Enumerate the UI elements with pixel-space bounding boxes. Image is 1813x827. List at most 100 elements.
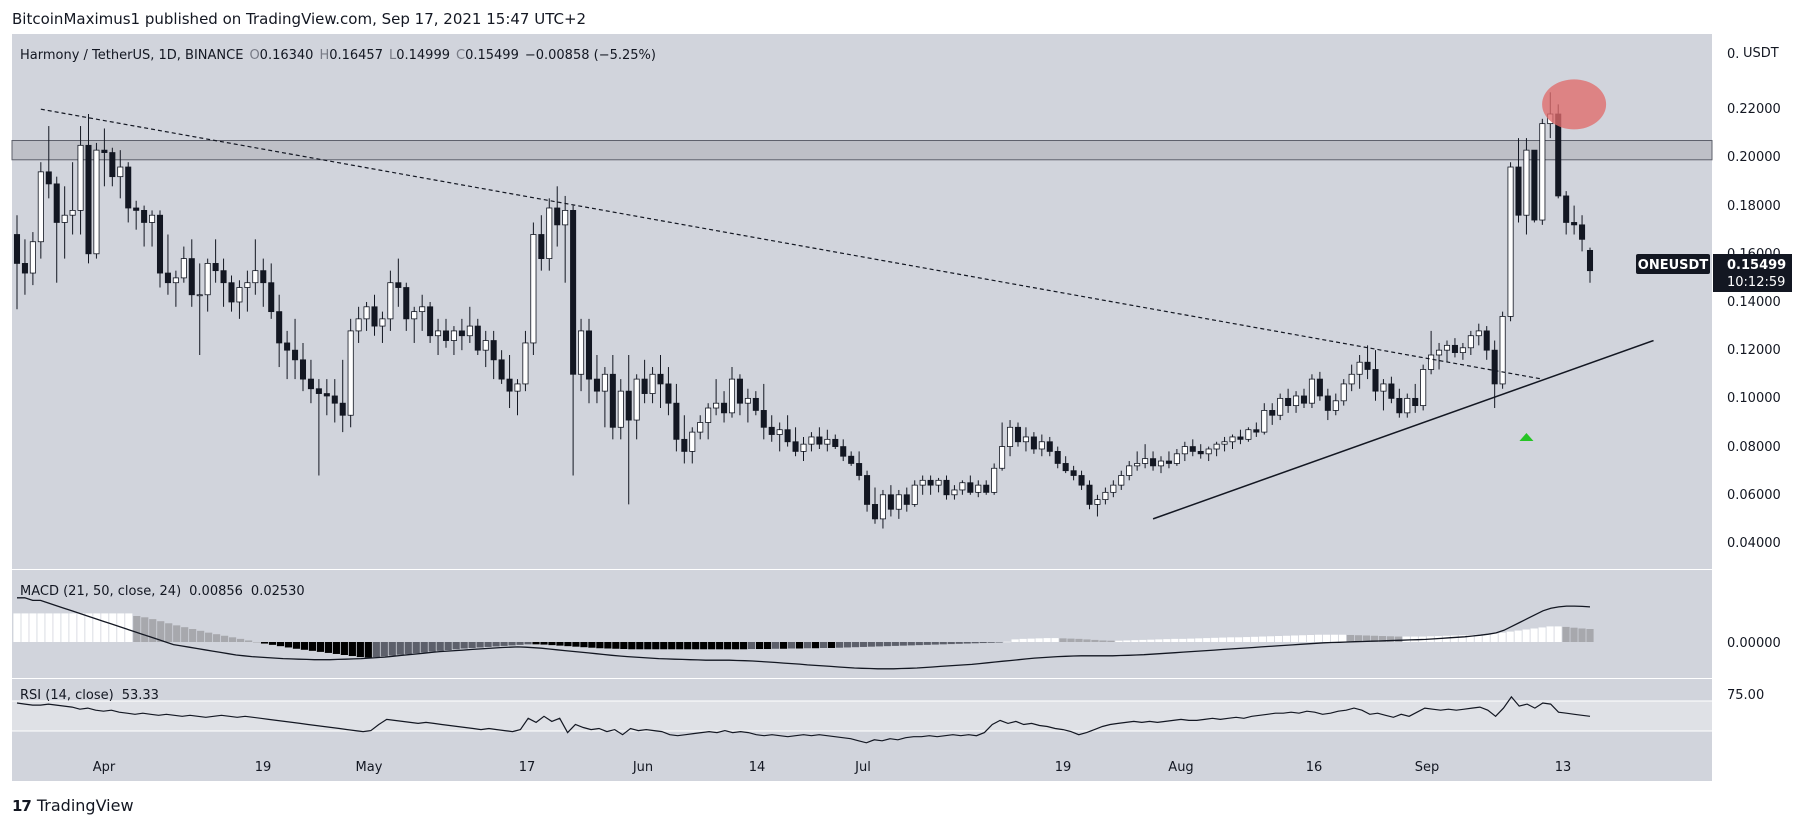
- rsi-line: [16, 695, 1591, 744]
- macd-bar: [795, 642, 804, 649]
- candle-bull: [578, 330, 585, 375]
- macd-value-1: 0.00856: [189, 584, 243, 599]
- candle-bear: [864, 475, 871, 505]
- candle-bull: [1340, 383, 1347, 402]
- candle-bear: [1531, 149, 1538, 221]
- macd-bar: [436, 642, 444, 651]
- macd-bar: [1482, 634, 1490, 642]
- macd-bar: [388, 642, 396, 656]
- candle-bull: [1499, 316, 1506, 385]
- macd-bar: [851, 642, 859, 648]
- ascending-support-line[interactable]: [1152, 339, 1654, 520]
- macd-bar: [1578, 628, 1586, 642]
- candle-bull: [1022, 436, 1029, 443]
- candle-bear: [498, 359, 505, 380]
- candle-bull: [196, 294, 203, 297]
- candle-bear: [371, 306, 378, 327]
- macd-bar: [620, 642, 628, 650]
- macd-bar: [484, 642, 492, 647]
- time-tick: Apr: [93, 760, 116, 775]
- macd-bar: [452, 642, 460, 650]
- candle-bull: [776, 429, 783, 435]
- candle-bull: [959, 482, 966, 491]
- candle-bull: [1348, 373, 1355, 385]
- macd-bar: [700, 642, 708, 650]
- symbol-badge[interactable]: ONEUSDT: [1638, 258, 1709, 273]
- macd-bar: [1554, 626, 1562, 642]
- price-tick-top: 0.: [1727, 47, 1739, 62]
- tradingview-logo[interactable]: 17 TradingView: [12, 796, 134, 815]
- candle-bull: [911, 484, 918, 505]
- candle-bull: [117, 166, 124, 178]
- macd-bar: [372, 642, 380, 658]
- macd-bar: [173, 625, 181, 642]
- macd-bar: [244, 640, 253, 642]
- macd-bar: [596, 642, 604, 649]
- candle-bull: [29, 241, 36, 274]
- macd-bar: [1298, 635, 1307, 642]
- macd-bar: [899, 642, 907, 646]
- candle-bear: [474, 325, 481, 351]
- macd-bar: [332, 642, 340, 654]
- macd-bar: [947, 642, 955, 645]
- candle-bull: [1102, 491, 1109, 500]
- macd-bar: [1306, 634, 1315, 642]
- macd-bar: [1322, 634, 1331, 642]
- time-tick: 13: [1555, 760, 1572, 775]
- descending-trendline[interactable]: [40, 108, 1543, 380]
- macd-bar: [1203, 638, 1211, 642]
- candle-bull: [1157, 460, 1165, 467]
- macd-bar: [1370, 635, 1379, 642]
- candle-bear: [331, 395, 338, 404]
- macd-bar: [556, 642, 564, 646]
- macd-bar: [284, 642, 293, 648]
- candle-bear: [1078, 475, 1085, 486]
- symbol-badge-bg: [1636, 254, 1710, 274]
- candle-bull: [991, 467, 998, 493]
- time-tick: Jun: [632, 760, 653, 775]
- macd-bar: [1115, 640, 1123, 642]
- candle-bull: [244, 282, 251, 288]
- macd-bar: [971, 642, 979, 644]
- candle-bull: [1038, 441, 1045, 450]
- macd-bar: [316, 642, 325, 652]
- candle-bear: [1285, 397, 1292, 407]
- price-tick: 0.12000: [1727, 343, 1781, 358]
- macd-bar: [732, 642, 740, 650]
- candle-bull: [1428, 354, 1435, 370]
- macd-bar: [1474, 634, 1482, 642]
- candle-bear: [768, 426, 775, 435]
- macd-bar: [1267, 636, 1275, 642]
- candle-bear: [307, 378, 314, 390]
- macd-bar: [1163, 639, 1171, 642]
- time-axis[interactable]: Apr 19 May 17 Jun 14 Jul 19 Aug 16 Sep 1…: [93, 760, 1572, 775]
- candle-bull: [713, 402, 720, 409]
- candle-bull: [1221, 441, 1228, 445]
- candle-bear: [887, 494, 894, 510]
- candle-bear: [1571, 222, 1578, 226]
- rsi-value: 53.33: [122, 688, 159, 703]
- bar-countdown: 10:12:59: [1727, 275, 1785, 290]
- price-tick: 0.04000: [1727, 536, 1781, 551]
- candle-bear: [212, 263, 219, 272]
- macd-bar: [236, 638, 245, 642]
- macd-bar: [149, 619, 157, 642]
- candle-bear: [609, 373, 616, 428]
- candle-bull: [1094, 499, 1101, 505]
- candle-bull: [951, 489, 958, 496]
- candle-bull: [1181, 446, 1188, 455]
- candle-bear: [260, 270, 267, 284]
- macd-bar: [819, 642, 828, 648]
- candle-bear: [442, 330, 450, 341]
- time-tick: 19: [1055, 760, 1072, 775]
- macd-bar: [668, 642, 676, 650]
- candle-bear: [840, 446, 847, 457]
- candle-bear: [903, 494, 910, 505]
- candle-bull: [744, 397, 751, 404]
- candle-bear: [665, 383, 672, 404]
- price-axis[interactable]: 0. USDT 0.22000 0.20000 0.18000 0.16000 …: [1727, 46, 1781, 703]
- macd-bar: [1346, 634, 1355, 642]
- macd-bar: [1083, 639, 1091, 642]
- macd-bar: [492, 642, 500, 647]
